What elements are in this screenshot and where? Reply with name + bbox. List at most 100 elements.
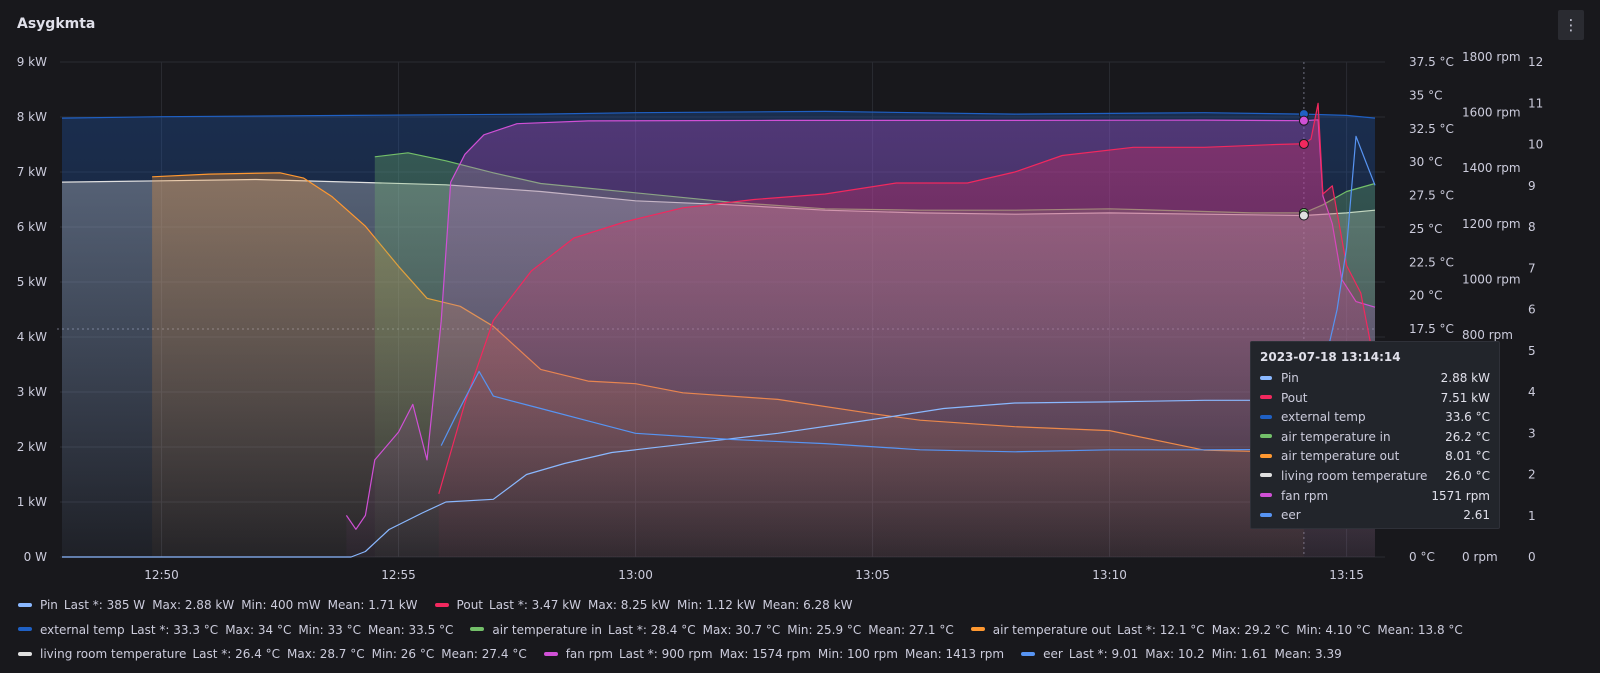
- legend-series-name: fan rpm: [565, 647, 613, 661]
- y-axis-rpm-tick-label: 800 rpm: [1462, 328, 1513, 342]
- legend-series-name: air temperature out: [992, 622, 1112, 637]
- legend-stat: Last *: 26.4 °C: [192, 647, 281, 661]
- y-axis-temp-tick-label: 37.5 °C: [1409, 55, 1454, 69]
- y-axis-power-tick-label: 3 kW: [17, 385, 47, 399]
- legend-stat: Max: 2.88 kW: [152, 598, 235, 612]
- y-axis-power-tick-label: 9 kW: [17, 55, 47, 69]
- hover-point-fan-rpm: [1298, 115, 1309, 126]
- legend-item[interactable]: air temperature in Last *: 28.4 °C Max: 30…: [470, 623, 960, 637]
- legend-item[interactable]: fan rpm Last *: 900 rpm Max: 1574 rpm Min: …: [543, 647, 1011, 661]
- legend-stat: Mean: 6.28 kW: [762, 598, 853, 612]
- tooltip-series-name: fan rpm: [1281, 488, 1329, 503]
- tooltip-series-name: air temperature out: [1281, 449, 1400, 464]
- legend-stat: Max: 30.7 °C: [702, 622, 781, 637]
- y-axis-eer-tick-label: 3: [1528, 426, 1536, 440]
- y-axis-eer-tick-label: 7: [1528, 261, 1536, 275]
- tooltip-series-value: 1571 rpm: [1431, 488, 1490, 503]
- legend-stat: Mean: 33.5 °C: [367, 622, 454, 637]
- legend-series-name: external temp: [40, 622, 125, 637]
- legend-swatch: [18, 602, 32, 607]
- legend-item[interactable]: Pin Last *: 385 W Max: 2.88 kW Min: 400 mW M…: [18, 598, 425, 612]
- legend-item[interactable]: Pout Last *: 3.47 kW Max: 8.25 kW Min: 1.12…: [434, 598, 860, 612]
- y-axis-rpm-tick-label: 1200 rpm: [1462, 217, 1521, 231]
- tooltip-series-value: 2.61: [1463, 508, 1490, 523]
- tooltip-series-name: eer: [1281, 508, 1301, 523]
- y-axis-temp-tick-label: 32.5 °C: [1409, 122, 1454, 136]
- legend-stat: Mean: 27.1 °C: [868, 622, 954, 637]
- tooltip-series-value: 26.0 °C: [1445, 468, 1490, 483]
- x-axis-time-tick-label: 13:05: [855, 568, 890, 582]
- tooltip-row: air temperature out 8.01 °C: [1260, 447, 1490, 467]
- tooltip-row: fan rpm 1571 rpm: [1260, 487, 1490, 507]
- tooltip-time: 2023-07-18 13:14:14: [1260, 350, 1401, 364]
- y-axis-eer-tick-label: 2: [1528, 468, 1536, 482]
- legend-item[interactable]: external temp Last *: 33.3 °C Max: 34 °C Mi…: [18, 623, 460, 637]
- y-axis-temp-tick-label: 17.5 °C: [1409, 322, 1454, 336]
- tooltip-series-name: living room temperature: [1281, 468, 1428, 483]
- legend-series-name: Pin: [40, 598, 58, 612]
- tooltip-row: Pout 7.51 kW: [1260, 389, 1490, 409]
- tooltip-series-name: external temp: [1281, 410, 1366, 425]
- tooltip-series-name: Pin: [1281, 371, 1299, 385]
- tooltip-row: living room temperature 26.0 °C: [1260, 467, 1490, 487]
- y-axis-temp-tick-label: 27.5 °C: [1409, 189, 1454, 203]
- y-axis-power-tick-label: 7 kW: [17, 165, 47, 179]
- panel-title: Asygkmta: [17, 16, 96, 32]
- y-axis-rpm-tick-label: 1800 rpm: [1462, 50, 1521, 64]
- legend-swatch: [970, 627, 985, 631]
- hover-tooltip: 2023-07-18 13:14:14 Pin 2.88 kW Pout 7.51 k…: [1250, 341, 1500, 529]
- y-axis-temp-tick-label: 35 °C: [1409, 88, 1442, 102]
- y-axis-power-tick-label: 5 kW: [17, 275, 47, 289]
- legend-stat: Max: 28.7 °C: [287, 647, 365, 661]
- y-axis-temp-tick-label: 20 °C: [1409, 289, 1442, 303]
- legend-row: living room temperature Last *: 26.4 °C Ma…: [18, 647, 1588, 672]
- y-axis-eer-tick-label: 12: [1528, 55, 1543, 69]
- legend-stat: Last *: 12.1 °C: [1117, 622, 1205, 637]
- legend-stat: Mean: 1.71 kW: [327, 598, 418, 612]
- vertical-dots-icon: ⋮: [1563, 16, 1579, 34]
- tooltip-series-name: air temperature in: [1281, 429, 1391, 444]
- y-axis-eer-tick-label: 10: [1528, 138, 1543, 152]
- x-axis-time-tick-label: 12:55: [381, 568, 416, 582]
- legend-stat: Last *: 9.01: [1068, 647, 1139, 661]
- legend-stat: Mean: 1413 rpm: [904, 647, 1005, 661]
- legend-stat: Mean: 3.39: [1274, 647, 1342, 661]
- y-axis-temp-tick-label: 22.5 °C: [1409, 255, 1454, 269]
- y-axis-rpm-tick-label: 1000 rpm: [1462, 272, 1521, 286]
- legend-stat: Min: 100 rpm: [817, 647, 898, 661]
- legend-stat: Max: 29.2 °C: [1211, 622, 1290, 637]
- tooltip-swatch: [1260, 414, 1272, 419]
- legend-stat: Last *: 900 rpm: [618, 647, 713, 661]
- legend-stat: Last *: 28.4 °C: [608, 622, 696, 637]
- tooltip-series-value: 7.51 kW: [1440, 390, 1490, 405]
- chart-legend: Pin Last *: 385 W Max: 2.88 kW Min: 400 mW M…: [18, 598, 1588, 672]
- y-axis-eer-tick-label: 6: [1528, 303, 1536, 317]
- y-axis-power-tick-label: 2 kW: [17, 440, 47, 454]
- y-axis-eer-tick-label: 5: [1528, 344, 1536, 358]
- legend-item[interactable]: eer Last *: 9.01 Max: 10.2 Min: 1.61 Mean: 3…: [1021, 647, 1349, 661]
- legend-item[interactable]: living room temperature Last *: 26.4 °C Ma…: [18, 647, 534, 661]
- y-axis-eer-tick-label: 11: [1528, 96, 1543, 110]
- panel-menu-button[interactable]: ⋮: [1558, 10, 1584, 40]
- time-series-chart[interactable]: 0 W 1 kW 2 kW 3 kW 4 kW 5 kW 6 kW 7 kW 8 kW 9 kW 0…: [0, 0, 1600, 590]
- tooltip-series-name: Pout: [1281, 390, 1308, 405]
- legend-stat: Mean: 13.8 °C: [1377, 622, 1463, 637]
- legend-stat: Min: 1.12 kW: [677, 598, 756, 612]
- tooltip-row: Pin 2.88 kW: [1260, 369, 1490, 389]
- tooltip-row: air temperature in 26.2 °C: [1260, 428, 1490, 448]
- legend-stat: Max: 34 °C: [225, 622, 292, 637]
- y-axis-eer-tick-label: 0: [1528, 550, 1536, 564]
- legend-stat: Mean: 27.4 °C: [441, 647, 527, 661]
- legend-swatch: [470, 627, 485, 631]
- legend-item[interactable]: air temperature out Last *: 12.1 °C Max: 2…: [970, 622, 1470, 637]
- x-axis-time-tick-label: 13:00: [618, 568, 653, 582]
- tooltip-swatch: [1260, 375, 1272, 380]
- x-axis-time-tick-label: 12:50: [144, 568, 179, 582]
- tooltip-row: eer 2.61: [1260, 506, 1490, 526]
- y-axis-temp-tick-label: 0 °C: [1409, 550, 1435, 564]
- legend-stat: Last *: 385 W: [63, 598, 146, 612]
- legend-stat: Max: 1574 rpm: [719, 647, 811, 661]
- legend-swatch: [1021, 651, 1036, 656]
- legend-stat: Min: 33 °C: [298, 622, 361, 637]
- legend-swatch: [543, 651, 558, 656]
